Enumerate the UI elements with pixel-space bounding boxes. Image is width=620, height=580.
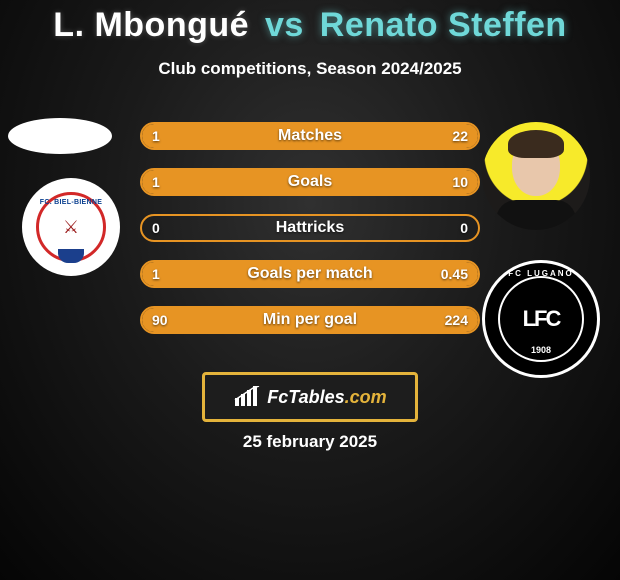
player1-photo bbox=[8, 118, 112, 154]
player2-photo bbox=[482, 122, 590, 230]
stat-row: 1Matches22 bbox=[140, 122, 480, 150]
vs-separator: vs bbox=[265, 6, 304, 44]
stat-value-right: 10 bbox=[452, 170, 468, 194]
player2-club-year: 1908 bbox=[485, 345, 597, 355]
subtitle: Club competitions, Season 2024/2025 bbox=[0, 59, 620, 79]
player2-name: Renato Steffen bbox=[320, 6, 567, 44]
player1-club-badge: FC. BIEL-BIENNE ⚔ bbox=[22, 178, 120, 276]
chart-icon bbox=[233, 386, 261, 408]
date: 25 february 2025 bbox=[0, 432, 620, 452]
stat-label: Hattricks bbox=[142, 216, 478, 240]
player1-name: L. Mbongué bbox=[53, 6, 249, 44]
stat-label: Goals per match bbox=[142, 262, 478, 286]
stat-value-right: 22 bbox=[452, 124, 468, 148]
player2-club-monogram: LFC bbox=[523, 306, 560, 332]
comparison-title: L. Mbongué vs Renato Steffen bbox=[0, 0, 620, 45]
stat-row: 90Min per goal224 bbox=[140, 306, 480, 334]
stat-label: Min per goal bbox=[142, 308, 478, 332]
player1-club-text: FC. BIEL-BIENNE bbox=[40, 199, 102, 206]
player2-club-text: FC LUGANO bbox=[485, 269, 597, 278]
stat-bars: 1Matches22 1Goals10 0Hattricks0 1Goals per … bbox=[140, 122, 480, 352]
brand-text: FcTables.com bbox=[267, 387, 386, 408]
brand-name: FcTables bbox=[267, 387, 344, 407]
stat-label: Matches bbox=[142, 124, 478, 148]
stat-row: 1Goals per match0.45 bbox=[140, 260, 480, 288]
brand-box: FcTables.com bbox=[202, 372, 418, 422]
player2-club-badge: FC LUGANO LFC 1908 bbox=[482, 260, 600, 378]
brand-domain: .com bbox=[345, 387, 387, 407]
stat-value-right: 0.45 bbox=[441, 262, 468, 286]
stat-label: Goals bbox=[142, 170, 478, 194]
stat-value-right: 224 bbox=[445, 308, 468, 332]
stat-row: 0Hattricks0 bbox=[140, 214, 480, 242]
stat-value-right: 0 bbox=[460, 216, 468, 240]
stat-row: 1Goals10 bbox=[140, 168, 480, 196]
